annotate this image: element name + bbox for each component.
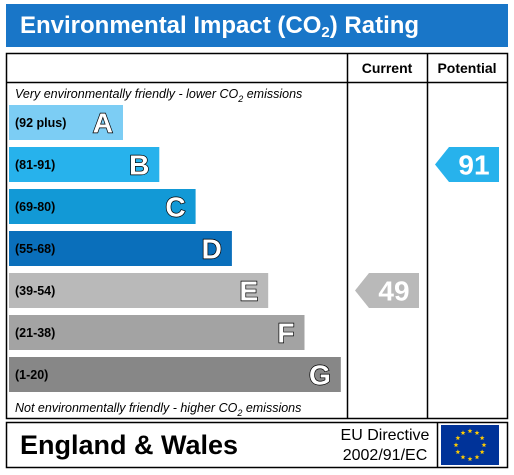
title-end: ) Rating: [329, 12, 420, 39]
bottom-note: Not environmentally friendly - higher CO…: [15, 401, 301, 418]
band-f-bar: [9, 315, 305, 350]
band-d-letter: D: [202, 234, 222, 265]
rating-arrows: 49 91: [355, 147, 499, 308]
chart-frame: [5, 52, 509, 420]
eu-star: [481, 442, 487, 448]
directive-line-2: 2002/91/EC: [343, 447, 428, 464]
band-g-bar: [9, 357, 341, 392]
bottom-note-subscript: 2: [236, 408, 242, 418]
band-e: (39-54) E: [9, 273, 269, 308]
bottom-note-end: emissions: [242, 401, 301, 415]
band-d-bar: [9, 231, 232, 266]
frame: [5, 52, 509, 469]
band-f-range: (21-38): [15, 326, 55, 340]
band-e-letter: E: [240, 276, 259, 307]
band-g: (1-20) G: [9, 357, 341, 392]
top-note-main: Very environmentally friendly - lower CO: [15, 87, 239, 101]
band-b-letter: B: [129, 150, 149, 181]
potential-rating-arrow-shape: [435, 147, 499, 182]
potential-rating-arrow: 91: [435, 147, 499, 182]
eu-star: [460, 454, 466, 460]
current-rating-arrow: 49: [355, 273, 419, 308]
top-note: Very environmentally friendly - lower CO…: [15, 87, 302, 104]
band-f-letter: F: [277, 318, 294, 349]
band-c-range: (69-80): [15, 200, 55, 214]
band-f: (21-38) F: [9, 315, 305, 350]
band-b-bar: [9, 147, 160, 182]
eu-star: [467, 428, 473, 434]
band-a-letter: A: [93, 108, 113, 139]
band-c-letter: C: [165, 192, 185, 223]
eu-flag: [441, 425, 499, 465]
current-rating-value: 49: [378, 276, 409, 307]
eu-star: [479, 435, 485, 441]
band-g-range: (1-20): [15, 368, 48, 382]
potential-rating-value: 91: [458, 150, 489, 181]
current-rating-arrow-shape: [355, 273, 419, 308]
band-g-letter: G: [309, 360, 331, 391]
eu-star: [474, 430, 480, 435]
title-main: Environmental Impact (CO: [20, 12, 322, 39]
directive-line-1: EU Directive: [341, 427, 430, 444]
eu-stars: [453, 428, 487, 462]
eu-star: [455, 435, 461, 441]
band-a-range: (92 plus): [15, 116, 66, 130]
band-d-range: (55-68): [15, 242, 55, 256]
title-subscript: 2: [321, 24, 330, 41]
band-d: (55-68) D: [9, 231, 232, 266]
band-c-bar: [9, 189, 196, 224]
eu-star: [467, 456, 473, 462]
top-note-end: emissions: [243, 87, 302, 101]
band-a-bar: [9, 105, 123, 140]
potential-column-header: Potential: [437, 60, 496, 76]
bottom-note-main: Not environmentally friendly - higher CO: [15, 401, 238, 415]
eu-star: [479, 449, 485, 455]
eu-star: [453, 442, 459, 448]
rating-bands: (92 plus) A (81-91) B (69-80) C (55-68) D (39-54…: [9, 105, 341, 392]
eu-star: [455, 449, 461, 455]
band-b-range: (81-91): [15, 158, 55, 172]
eu-star: [460, 430, 466, 435]
band-e-range: (39-54): [15, 284, 55, 298]
region-label: England & Wales: [20, 430, 238, 460]
band-a: (92 plus) A: [9, 105, 123, 140]
band-b: (81-91) B: [9, 147, 160, 182]
band-e-bar: [9, 273, 269, 308]
top-note-subscript: 2: [237, 94, 243, 104]
footer-frame: [5, 421, 509, 469]
page-title: Environmental Impact (CO2) Rating: [6, 4, 508, 47]
current-column-header: Current: [362, 60, 413, 76]
eu-star: [474, 454, 480, 460]
band-c: (69-80) C: [9, 189, 196, 224]
